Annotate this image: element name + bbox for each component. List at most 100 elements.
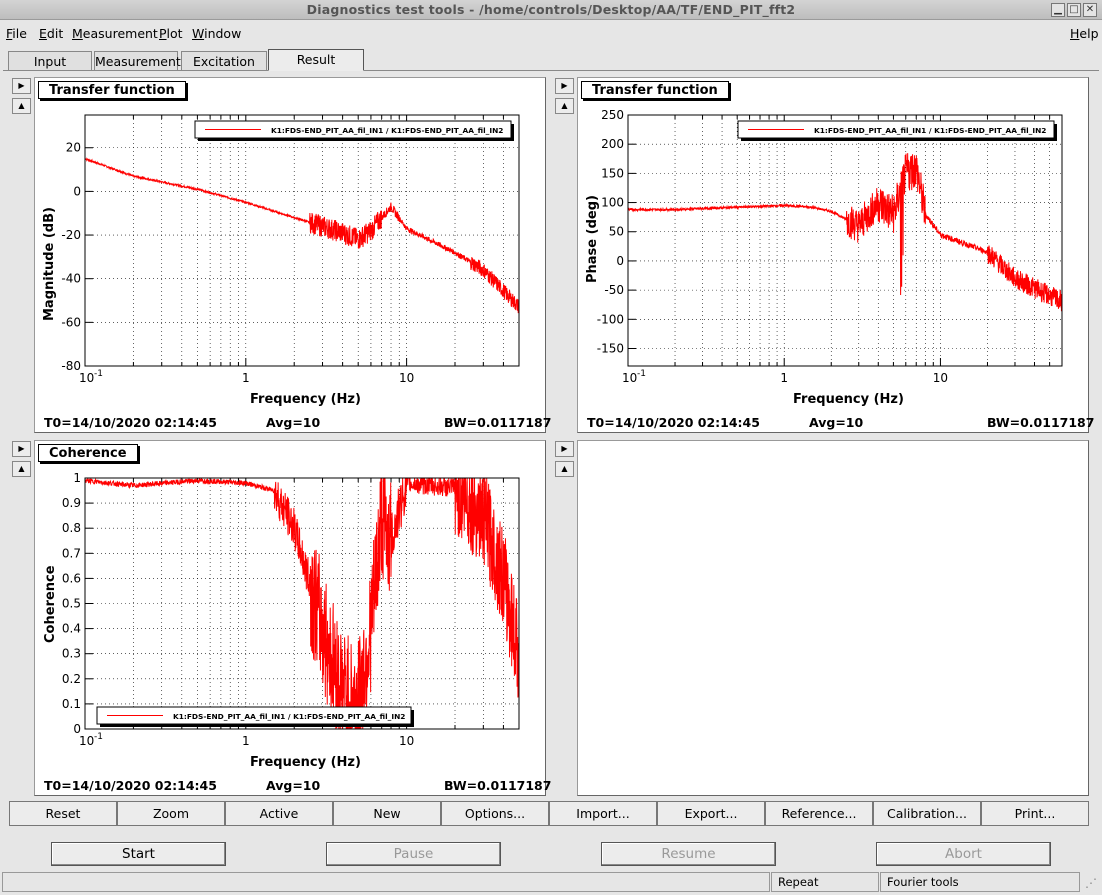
- avg-text: Avg=10: [809, 415, 864, 430]
- y-tick-label: 0: [73, 184, 81, 198]
- y-tick-label: 1: [73, 471, 81, 485]
- x-tick-label: 10: [79, 734, 94, 748]
- panel-title: Transfer function: [581, 81, 729, 99]
- series-line: [85, 157, 519, 314]
- tab-measurement[interactable]: Measurement: [94, 51, 181, 71]
- y-tick-label: 100: [601, 196, 624, 210]
- x-axis-label: Frequency (Hz): [793, 392, 904, 407]
- print-button[interactable]: Print...: [981, 801, 1089, 826]
- y-tick-label: -80: [61, 359, 81, 373]
- menu-help[interactable]: Help: [1070, 26, 1099, 41]
- legend[interactable]: K1:FDS-END_PIT_AA_fil_IN1 / K1:FDS-END_P…: [96, 706, 414, 727]
- abort-button[interactable]: Abort: [876, 842, 1051, 866]
- maximize-icon[interactable]: □: [1067, 3, 1081, 17]
- next-arrow-icon[interactable]: ▶: [12, 78, 31, 94]
- x-tick-exponent: -1: [637, 369, 646, 379]
- up-arrow-icon[interactable]: ▲: [555, 98, 574, 114]
- avg-text: Avg=10: [266, 415, 321, 430]
- start-button[interactable]: Start: [51, 842, 226, 866]
- minimize-icon[interactable]: ▁: [1051, 3, 1065, 17]
- avg-text: Avg=10: [266, 778, 321, 793]
- options-button[interactable]: Options...: [441, 801, 549, 826]
- y-tick-label: 0.3: [62, 647, 81, 661]
- t0-text: T0=14/10/2020 02:14:45: [44, 778, 217, 793]
- x-tick-label: 10: [399, 734, 414, 748]
- status-repeat: Repeat: [771, 872, 879, 892]
- menu-measurement[interactable]: Measurement: [72, 26, 158, 41]
- y-tick-label: 0.2: [62, 672, 81, 686]
- x-axis-label: Frequency (Hz): [250, 755, 361, 770]
- plot-panel-empty[interactable]: [577, 440, 1089, 796]
- x-tick-label: 10: [79, 371, 94, 385]
- resize-grip-icon[interactable]: ⋰: [1085, 876, 1097, 890]
- x-tick-exponent: -1: [94, 369, 103, 379]
- x-tick-label: 1: [780, 371, 788, 385]
- menu-window[interactable]: Window: [192, 26, 242, 41]
- y-tick-label: -20: [61, 228, 81, 242]
- tab-excitation[interactable]: Excitation: [181, 51, 267, 71]
- y-tick-label: 0: [73, 722, 81, 736]
- title-bar[interactable]: Diagnostics test tools - /home/controls/…: [0, 0, 1102, 20]
- series-line: [85, 478, 519, 729]
- calibration-button[interactable]: Calibration...: [873, 801, 981, 826]
- active-button[interactable]: Active: [225, 801, 333, 826]
- up-arrow-icon[interactable]: ▲: [555, 461, 574, 477]
- menu-bar: File Edit Measurement Plot Window Help: [0, 22, 1102, 46]
- up-arrow-icon[interactable]: ▲: [12, 98, 31, 114]
- pause-button[interactable]: Pause: [326, 842, 501, 866]
- tab-input[interactable]: Input: [8, 51, 92, 71]
- y-tick-label: 150: [601, 166, 624, 180]
- y-tick-label: -60: [61, 315, 81, 329]
- y-tick-label: 20: [66, 141, 81, 155]
- panel-title: Coherence: [38, 444, 138, 462]
- up-arrow-icon[interactable]: ▲: [12, 461, 31, 477]
- legend[interactable]: K1:FDS-END_PIT_AA_fil_IN1 / K1:FDS-END_P…: [737, 120, 1057, 141]
- bw-text: BW=0.0117187: [444, 778, 552, 793]
- plot-frame: [84, 477, 520, 730]
- close-icon[interactable]: ✕: [1083, 3, 1097, 17]
- x-tick-label: 1: [242, 734, 250, 748]
- series-line: [628, 153, 1062, 312]
- reset-button[interactable]: Reset: [9, 801, 117, 826]
- tab-result[interactable]: Result: [268, 49, 364, 71]
- x-tick-label: 10: [933, 371, 948, 385]
- menu-edit[interactable]: Edit: [39, 26, 64, 41]
- menu-file[interactable]: File: [6, 26, 27, 41]
- tab-divider: [3, 70, 1099, 71]
- next-arrow-icon[interactable]: ▶: [555, 78, 574, 94]
- window-title: Diagnostics test tools - /home/controls/…: [306, 2, 796, 17]
- x-tick-exponent: -1: [94, 732, 103, 742]
- legend[interactable]: K1:FDS-END_PIT_AA_fil_IN1 / K1:FDS-END_P…: [194, 120, 514, 141]
- resume-button[interactable]: Resume: [601, 842, 776, 866]
- y-tick-label: 0.6: [62, 571, 81, 585]
- x-axis-label: Frequency (Hz): [250, 392, 361, 407]
- y-axis-label: Phase (deg): [585, 195, 600, 283]
- menu-plot[interactable]: Plot: [159, 26, 183, 41]
- reference-button[interactable]: Reference...: [765, 801, 873, 826]
- legend-label: K1:FDS-END_PIT_AA_fil_IN1 / K1:FDS-END_P…: [814, 126, 1046, 135]
- y-tick-label: 0.9: [62, 496, 81, 510]
- import-button[interactable]: Import...: [549, 801, 657, 826]
- y-tick-label: -150: [597, 341, 624, 355]
- y-tick-label: 0.7: [62, 546, 81, 560]
- export-button[interactable]: Export...: [657, 801, 765, 826]
- next-arrow-icon[interactable]: ▶: [12, 441, 31, 457]
- y-tick-label: 200: [601, 137, 624, 151]
- status-mode: Fourier tools: [880, 872, 1080, 892]
- y-tick-label: 0.8: [62, 521, 81, 535]
- y-axis-label: Coherence: [43, 565, 58, 643]
- y-tick-label: -100: [597, 312, 624, 326]
- new-button[interactable]: New: [333, 801, 441, 826]
- y-tick-label: 0.1: [62, 697, 81, 711]
- zoom-button[interactable]: Zoom: [117, 801, 225, 826]
- plot-frame: [627, 114, 1063, 367]
- next-arrow-icon[interactable]: ▶: [555, 441, 574, 457]
- legend-label: K1:FDS-END_PIT_AA_fil_IN1 / K1:FDS-END_P…: [173, 712, 405, 721]
- x-tick-label: 10: [399, 371, 414, 385]
- y-tick-label: -50: [604, 283, 624, 297]
